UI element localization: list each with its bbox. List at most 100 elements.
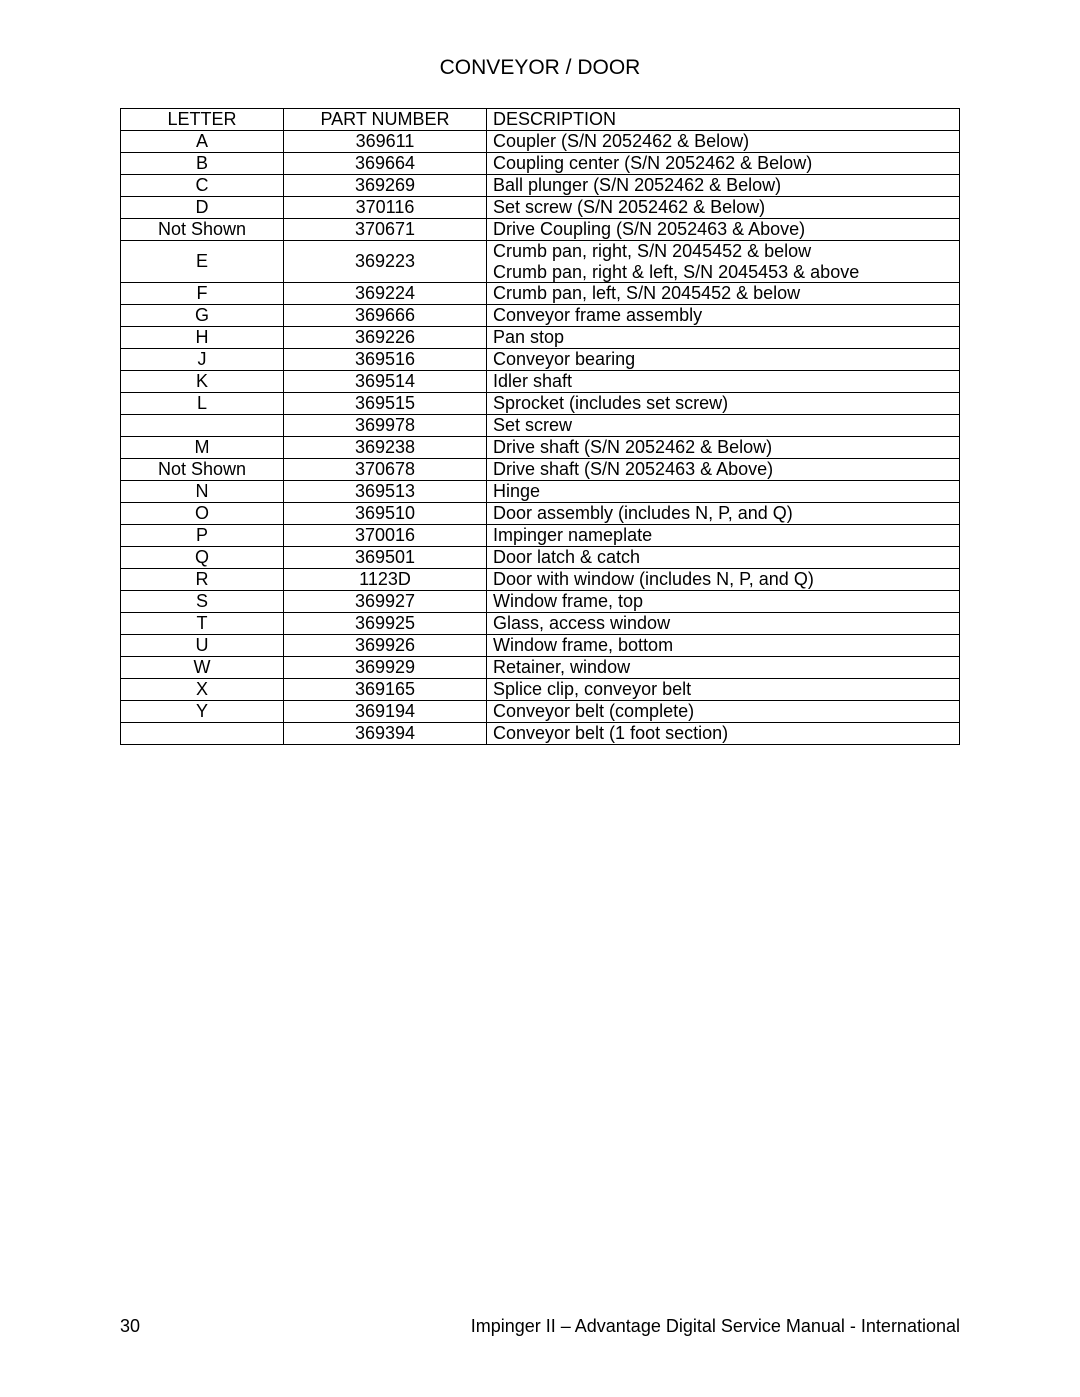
letter-cell: Q	[121, 547, 284, 569]
description-cell: Impinger nameplate	[487, 525, 960, 547]
table-row: Not Shown370678Drive shaft (S/N 2052463 …	[121, 459, 960, 481]
letter-cell: Not Shown	[121, 219, 284, 241]
part-number-cell: 369929	[284, 657, 487, 679]
part-number-cell: 369224	[284, 283, 487, 305]
letter-cell: Not Shown	[121, 459, 284, 481]
table-row: A369611Coupler (S/N 2052462 & Below)	[121, 131, 960, 153]
part-number-cell: 369165	[284, 679, 487, 701]
description-cell: Ball plunger (S/N 2052462 & Below)	[487, 175, 960, 197]
manual-title: Impinger II – Advantage Digital Service …	[471, 1316, 960, 1337]
table-header-cell: LETTER	[121, 109, 284, 131]
table-row: S369927Window frame, top	[121, 591, 960, 613]
part-number-cell: 1123D	[284, 569, 487, 591]
letter-cell: W	[121, 657, 284, 679]
description-cell: Conveyor frame assembly	[487, 305, 960, 327]
description-cell: Coupling center (S/N 2052462 & Below)	[487, 153, 960, 175]
description-cell: Pan stop	[487, 327, 960, 349]
letter-cell: T	[121, 613, 284, 635]
part-number-cell: 369394	[284, 723, 487, 745]
table-header-cell: PART NUMBER	[284, 109, 487, 131]
part-number-cell: 369226	[284, 327, 487, 349]
description-cell: Set screw (S/N 2052462 & Below)	[487, 197, 960, 219]
table-header-row: LETTERPART NUMBERDESCRIPTION	[121, 109, 960, 131]
description-cell: Crumb pan, right, S/N 2045452 & belowCru…	[487, 241, 960, 283]
description-cell: Door assembly (includes N, P, and Q)	[487, 503, 960, 525]
part-number-cell: 369927	[284, 591, 487, 613]
part-number-cell: 369269	[284, 175, 487, 197]
table-row: Q369501Door latch & catch	[121, 547, 960, 569]
description-cell: Conveyor belt (complete)	[487, 701, 960, 723]
description-cell: Hinge	[487, 481, 960, 503]
description-cell: Crumb pan, left, S/N 2045452 & below	[487, 283, 960, 305]
table-row: F369224Crumb pan, left, S/N 2045452 & be…	[121, 283, 960, 305]
part-number-cell: 369513	[284, 481, 487, 503]
part-number-cell: 369926	[284, 635, 487, 657]
part-number-cell: 369611	[284, 131, 487, 153]
part-number-cell: 369223	[284, 241, 487, 283]
description-cell: Conveyor bearing	[487, 349, 960, 371]
page-footer: 30 Impinger II – Advantage Digital Servi…	[120, 1316, 960, 1337]
table-row: M369238Drive shaft (S/N 2052462 & Below)	[121, 437, 960, 459]
letter-cell: L	[121, 393, 284, 415]
letter-cell	[121, 415, 284, 437]
table-row: E369223Crumb pan, right, S/N 2045452 & b…	[121, 241, 960, 283]
letter-cell: M	[121, 437, 284, 459]
description-cell: Retainer, window	[487, 657, 960, 679]
letter-cell: D	[121, 197, 284, 219]
table-row: W369929Retainer, window	[121, 657, 960, 679]
table-row: J369516Conveyor bearing	[121, 349, 960, 371]
part-number-cell: 369515	[284, 393, 487, 415]
table-row: D370116Set screw (S/N 2052462 & Below)	[121, 197, 960, 219]
description-cell: Conveyor belt (1 foot section)	[487, 723, 960, 745]
description-cell: Drive shaft (S/N 2052462 & Below)	[487, 437, 960, 459]
table-row: 369978Set screw	[121, 415, 960, 437]
description-cell: Glass, access window	[487, 613, 960, 635]
letter-cell: R	[121, 569, 284, 591]
description-cell: Splice clip, conveyor belt	[487, 679, 960, 701]
table-row: K369514Idler shaft	[121, 371, 960, 393]
description-cell: Window frame, bottom	[487, 635, 960, 657]
description-line: Crumb pan, right & left, S/N 2045453 & a…	[493, 262, 953, 283]
part-number-cell: 370116	[284, 197, 487, 219]
letter-cell: H	[121, 327, 284, 349]
part-number-cell: 370671	[284, 219, 487, 241]
description-cell: Door latch & catch	[487, 547, 960, 569]
part-number-cell: 369510	[284, 503, 487, 525]
table-row: N369513Hinge	[121, 481, 960, 503]
description-cell: Idler shaft	[487, 371, 960, 393]
description-cell: Drive Coupling (S/N 2052463 & Above)	[487, 219, 960, 241]
letter-cell: G	[121, 305, 284, 327]
letter-cell: J	[121, 349, 284, 371]
letter-cell: U	[121, 635, 284, 657]
table-row: X369165Splice clip, conveyor belt	[121, 679, 960, 701]
letter-cell: K	[121, 371, 284, 393]
part-number-cell: 369514	[284, 371, 487, 393]
description-cell: Drive shaft (S/N 2052463 & Above)	[487, 459, 960, 481]
parts-table: LETTERPART NUMBERDESCRIPTIONA369611Coupl…	[120, 108, 960, 745]
part-number-cell: 369501	[284, 547, 487, 569]
table-row: Not Shown370671Drive Coupling (S/N 20524…	[121, 219, 960, 241]
table-row: P370016Impinger nameplate	[121, 525, 960, 547]
page-number: 30	[120, 1316, 140, 1337]
description-cell: Sprocket (includes set screw)	[487, 393, 960, 415]
table-row: C369269Ball plunger (S/N 2052462 & Below…	[121, 175, 960, 197]
description-cell: Window frame, top	[487, 591, 960, 613]
parts-table-body: LETTERPART NUMBERDESCRIPTIONA369611Coupl…	[121, 109, 960, 745]
letter-cell: E	[121, 241, 284, 283]
table-row: U369926Window frame, bottom	[121, 635, 960, 657]
part-number-cell: 370678	[284, 459, 487, 481]
table-row: O369510Door assembly (includes N, P, and…	[121, 503, 960, 525]
part-number-cell: 369666	[284, 305, 487, 327]
letter-cell: Y	[121, 701, 284, 723]
description-cell: Set screw	[487, 415, 960, 437]
letter-cell: S	[121, 591, 284, 613]
description-cell: Door with window (includes N, P, and Q)	[487, 569, 960, 591]
page-title: CONVEYOR / DOOR	[120, 56, 960, 80]
part-number-cell: 369978	[284, 415, 487, 437]
table-row: H369226Pan stop	[121, 327, 960, 349]
part-number-cell: 369516	[284, 349, 487, 371]
table-row: G369666Conveyor frame assembly	[121, 305, 960, 327]
letter-cell: A	[121, 131, 284, 153]
page: CONVEYOR / DOOR LETTERPART NUMBERDESCRIP…	[0, 0, 1080, 1397]
description-line: Crumb pan, right, S/N 2045452 & below	[493, 241, 953, 262]
